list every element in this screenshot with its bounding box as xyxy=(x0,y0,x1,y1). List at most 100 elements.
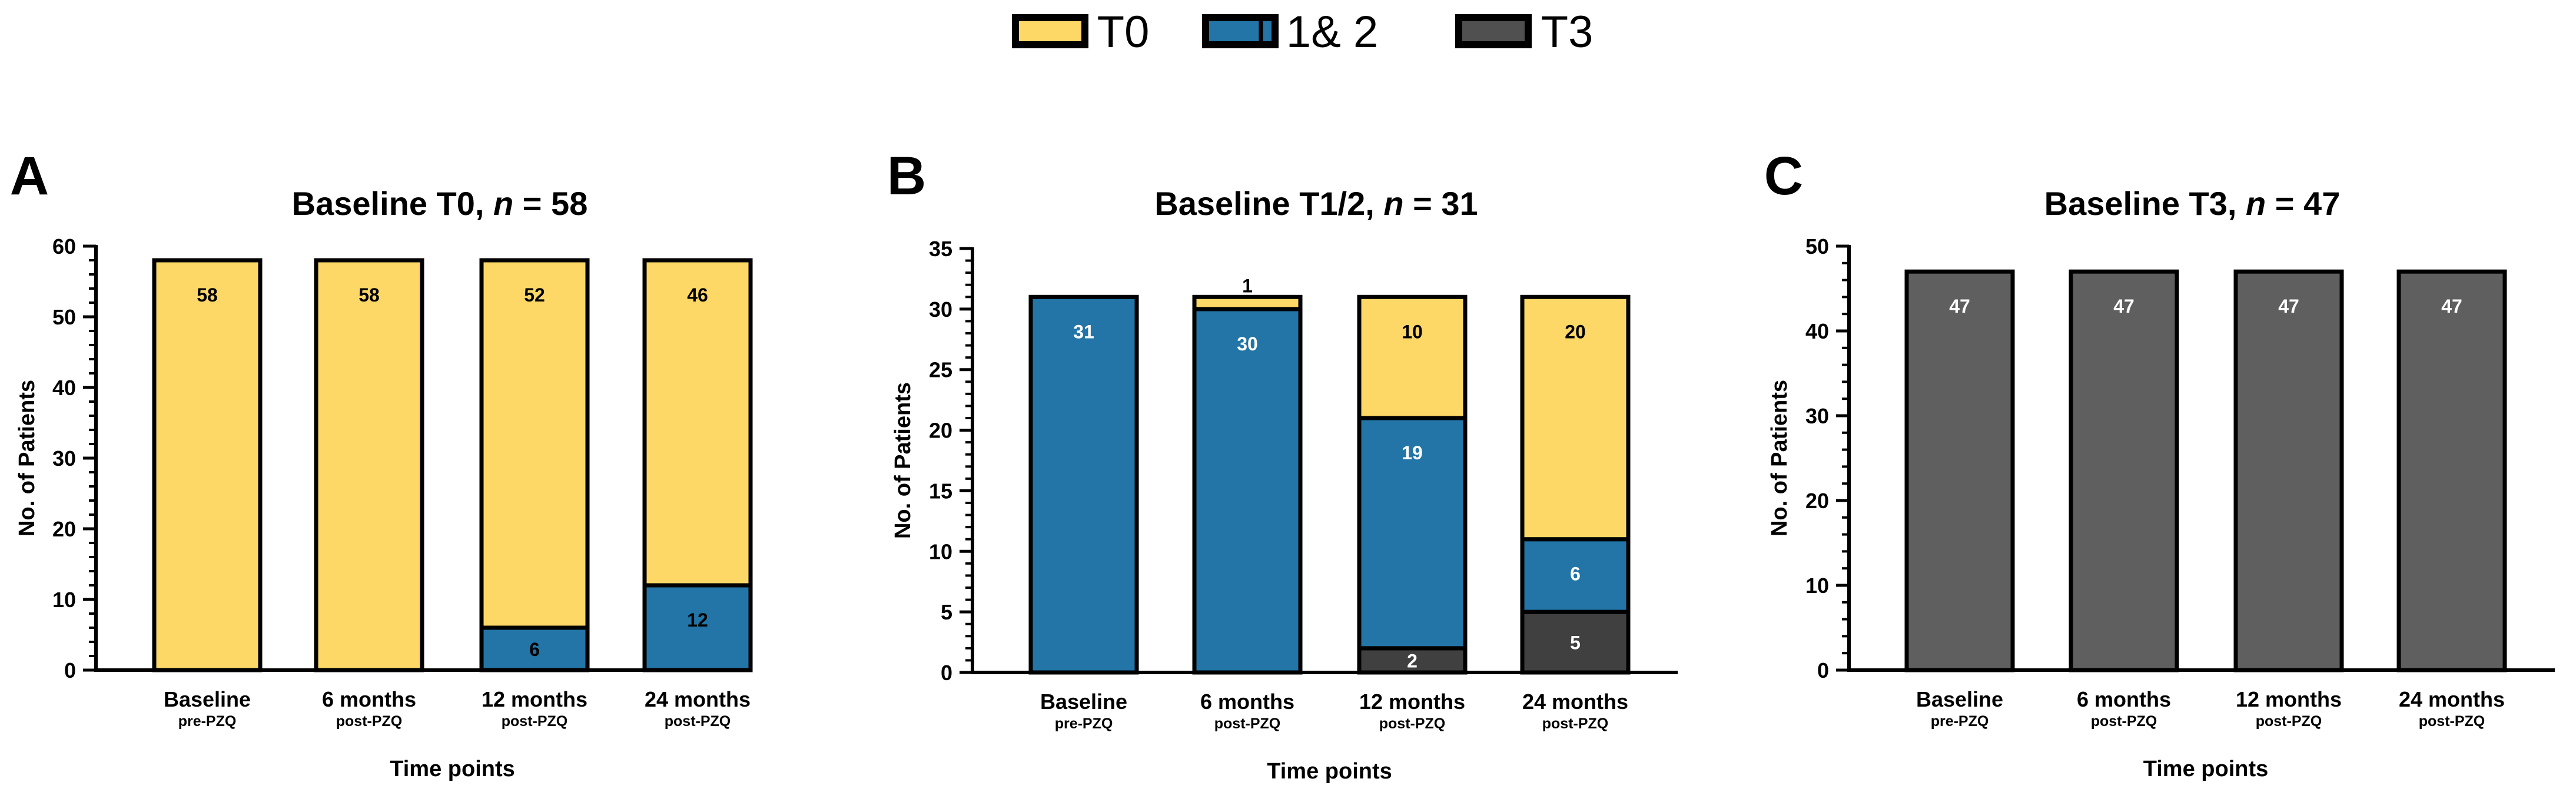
bar-value-label: 47 xyxy=(2113,296,2135,317)
x-tick-label: 6 months xyxy=(322,687,416,711)
x-tick-sublabel: pre-PZQ xyxy=(178,713,237,730)
bar-segment xyxy=(2233,269,2344,672)
panel-letter: C xyxy=(1764,146,1803,206)
x-tick-label: 12 months xyxy=(1359,690,1465,714)
y-tick-label: 40 xyxy=(1805,319,1829,343)
bar-value-label: 46 xyxy=(687,284,708,306)
title-suffix: = 58 xyxy=(513,185,587,222)
x-tick-label: 6 months xyxy=(1200,690,1294,714)
bar-value-label: 47 xyxy=(1949,296,1970,317)
title-prefix: Baseline T1/2, xyxy=(1154,185,1383,222)
y-axis-title: No. of Patients xyxy=(1767,380,1792,536)
bar-segment xyxy=(1357,646,1468,675)
x-tick-label: 12 months xyxy=(2236,687,2342,711)
y-tick-label: 20 xyxy=(52,517,76,541)
y-tick-label: 0 xyxy=(941,661,952,685)
bar-segment xyxy=(1520,609,1631,675)
legend-label-t3: T3 xyxy=(1541,7,1594,57)
bar-segment xyxy=(1028,294,1139,675)
bar-value-label: 10 xyxy=(1402,321,1423,342)
x-tick-sublabel: post-PZQ xyxy=(2256,713,2322,730)
bar-segment xyxy=(1357,416,1468,651)
legend-swatch-t12 xyxy=(1202,14,1279,48)
bar-value-label: 31 xyxy=(1073,321,1094,342)
x-tick-label: 12 months xyxy=(482,687,587,711)
y-tick-label: 50 xyxy=(52,305,76,329)
panel-a: A Baseline T0, n = 58 58 Baseline pre-PZQ 58 6… xyxy=(10,146,753,781)
bar-value-label: 47 xyxy=(2441,296,2462,317)
x-tick-sublabel: post-PZQ xyxy=(1542,715,1609,732)
y-tick-label: 10 xyxy=(52,588,76,612)
bar-value-label: 47 xyxy=(2278,296,2299,317)
bar-value-label: 12 xyxy=(687,609,708,631)
title-n: n xyxy=(1383,185,1403,222)
x-axis-title: Time points xyxy=(390,757,515,781)
y-tick-label: 40 xyxy=(52,376,76,400)
bar-segment xyxy=(1357,294,1468,420)
x-tick-sublabel: post-PZQ xyxy=(1379,715,1446,732)
bar-segment xyxy=(1904,269,2015,672)
bar-segment xyxy=(314,258,424,672)
x-tick-label: Baseline xyxy=(1040,690,1127,714)
y-tick-label: 20 xyxy=(1805,489,1829,513)
x-tick-sublabel: pre-PZQ xyxy=(1931,713,1989,730)
y-tick-label: 5 xyxy=(941,600,952,624)
x-tick-label: 24 months xyxy=(2399,687,2505,711)
panel-letter: A xyxy=(10,146,49,206)
y-tick-label: 0 xyxy=(1817,658,1829,682)
y-axis-title: No. of Patients xyxy=(891,382,915,539)
bar-segment xyxy=(1192,294,1303,312)
legend-swatch-t3 xyxy=(1455,14,1532,48)
bar-value-label: 2 xyxy=(1407,650,1418,671)
bar-segment xyxy=(479,258,590,630)
y-tick-label: 35 xyxy=(929,237,952,261)
title-prefix: Baseline T0, xyxy=(292,185,493,222)
x-tick-sublabel: post-PZQ xyxy=(336,713,403,730)
title-n: n xyxy=(493,185,513,222)
bar-value-label: 19 xyxy=(1402,442,1423,463)
bar-value-label: 58 xyxy=(358,284,380,306)
x-tick-sublabel: post-PZQ xyxy=(665,713,731,730)
x-tick-sublabel: post-PZQ xyxy=(1214,715,1281,732)
panel-title: Baseline T3, n = 47 xyxy=(2044,185,2341,222)
panel-c: C Baseline T3, n = 47 47 Baseline pre-PZQ 47 6… xyxy=(1764,146,2555,781)
bar-value-label: 30 xyxy=(1237,333,1258,354)
y-tick-label: 30 xyxy=(929,297,952,322)
x-tick-sublabel: post-PZQ xyxy=(502,713,568,730)
bar-value-label: 6 xyxy=(1570,564,1581,585)
bar-segment xyxy=(1520,537,1631,614)
bar-segment xyxy=(642,258,753,588)
bar-value-label: 52 xyxy=(524,284,545,306)
y-tick-label: 30 xyxy=(1805,404,1829,428)
panel-letter: B xyxy=(887,146,926,206)
y-tick-label: 20 xyxy=(929,419,952,443)
x-tick-label: 6 months xyxy=(2077,687,2171,711)
x-tick-label: Baseline xyxy=(1916,687,2003,711)
legend-label-t0: T0 xyxy=(1097,7,1150,57)
x-tick-sublabel: post-PZQ xyxy=(2091,713,2157,730)
title-prefix: Baseline T3, xyxy=(2044,185,2246,222)
x-tick-label: 24 months xyxy=(1522,690,1628,714)
bar-segment xyxy=(152,258,263,672)
x-axis-title: Time points xyxy=(2143,757,2269,781)
bar-segment xyxy=(2069,269,2179,672)
title-n: n xyxy=(2246,185,2266,222)
y-tick-label: 25 xyxy=(929,358,952,382)
y-tick-label: 60 xyxy=(52,234,76,259)
bar-value-label: 5 xyxy=(1570,632,1581,654)
bar-segment xyxy=(1520,294,1631,542)
x-axis-title: Time points xyxy=(1267,759,1392,784)
y-axis-title: No. of Patients xyxy=(15,380,39,536)
y-tick-label: 10 xyxy=(929,539,952,564)
x-tick-label: 24 months xyxy=(645,687,751,711)
x-tick-label: Baseline xyxy=(164,687,251,711)
bar-value-label: 6 xyxy=(529,639,540,660)
title-suffix: = 31 xyxy=(1404,185,1478,222)
bar-value-label: 1 xyxy=(1242,275,1253,296)
panel-title: Baseline T1/2, n = 31 xyxy=(1154,185,1478,222)
y-tick-label: 15 xyxy=(929,479,952,503)
bar-value-label: 20 xyxy=(1565,321,1586,342)
title-suffix: = 47 xyxy=(2266,185,2340,222)
